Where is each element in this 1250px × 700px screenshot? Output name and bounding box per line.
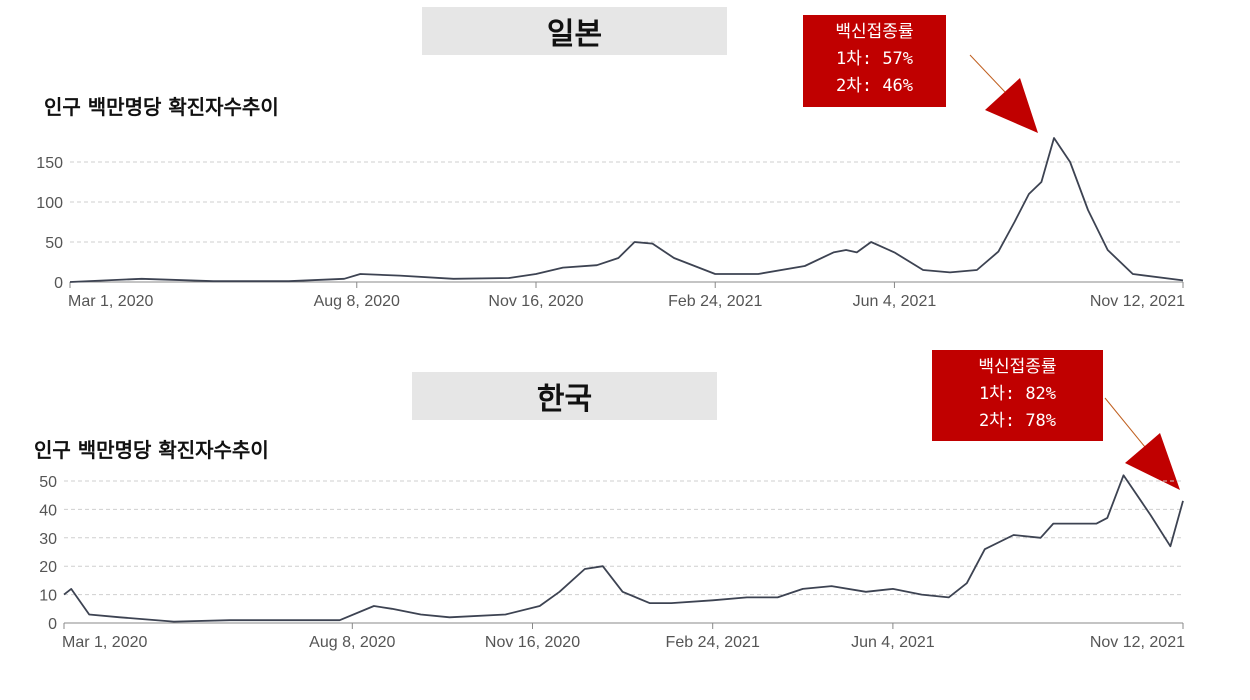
korea-y-tick-label: 0: [48, 616, 57, 633]
korea-x-tick-label: Nov 12, 2021: [1090, 634, 1185, 651]
korea-title: 한국: [412, 372, 717, 420]
japan-callout-line1: 백신접종률: [835, 22, 914, 42]
japan-y-tick-label: 150: [36, 155, 63, 172]
korea-arrow-leader: [1104, 397, 1146, 448]
japan-x-tick-label: Nov 16, 2020: [488, 293, 583, 310]
japan-x-tick-label: Aug 8, 2020: [314, 293, 400, 310]
japan-x-tick-label: Mar 1, 2020: [68, 293, 153, 310]
japan-arrow-leader: [969, 54, 1006, 93]
korea-y-tick-label: 20: [39, 559, 57, 576]
korea-callout-line3: 2차: 78%: [978, 411, 1057, 431]
japan-callout-line3: 2차: 46%: [835, 76, 914, 96]
korea-series-line: [63, 474, 1184, 623]
korea-y-tick-label: 30: [39, 531, 57, 548]
japan-series-line: [69, 137, 1184, 283]
korea-x-tick-label: Aug 8, 2020: [309, 634, 395, 651]
japan-x-tick-label: Feb 24, 2021: [668, 293, 762, 310]
korea-x-tick-label: Nov 16, 2020: [485, 634, 580, 651]
japan-vaccine-callout: 백신접종률 1차: 57% 2차: 46%: [803, 15, 946, 107]
korea-y-tick-label: 50: [39, 474, 57, 491]
japan-x-tick-label: Jun 4, 2021: [853, 293, 937, 310]
korea-callout-line1: 백신접종률: [978, 357, 1057, 377]
japan-subtitle: 인구 백만명당 확진자수추이: [44, 95, 279, 119]
japan-y-tick-label: 0: [54, 275, 63, 292]
korea-y-tick-label: 10: [39, 588, 57, 605]
korea-x-tick-label: Jun 4, 2021: [851, 634, 935, 651]
korea-x-tick-label: Mar 1, 2020: [62, 634, 147, 651]
japan-title: 일본: [422, 7, 727, 55]
korea-callout-line2: 1차: 82%: [978, 384, 1057, 404]
japan-callout-line2: 1차: 57%: [835, 49, 914, 69]
japan-y-tick-label: 100: [36, 195, 63, 212]
japan-y-tick-label: 50: [45, 235, 63, 252]
korea-arrow-head: [1125, 433, 1180, 490]
korea-subtitle: 인구 백만명당 확진자수추이: [34, 438, 269, 462]
japan-arrow-head: [985, 78, 1038, 133]
korea-x-tick-label: Feb 24, 2021: [666, 634, 760, 651]
korea-vaccine-callout: 백신접종률 1차: 82% 2차: 78%: [932, 350, 1103, 441]
korea-y-tick-label: 40: [39, 502, 57, 519]
japan-x-tick-label: Nov 12, 2021: [1090, 293, 1185, 310]
